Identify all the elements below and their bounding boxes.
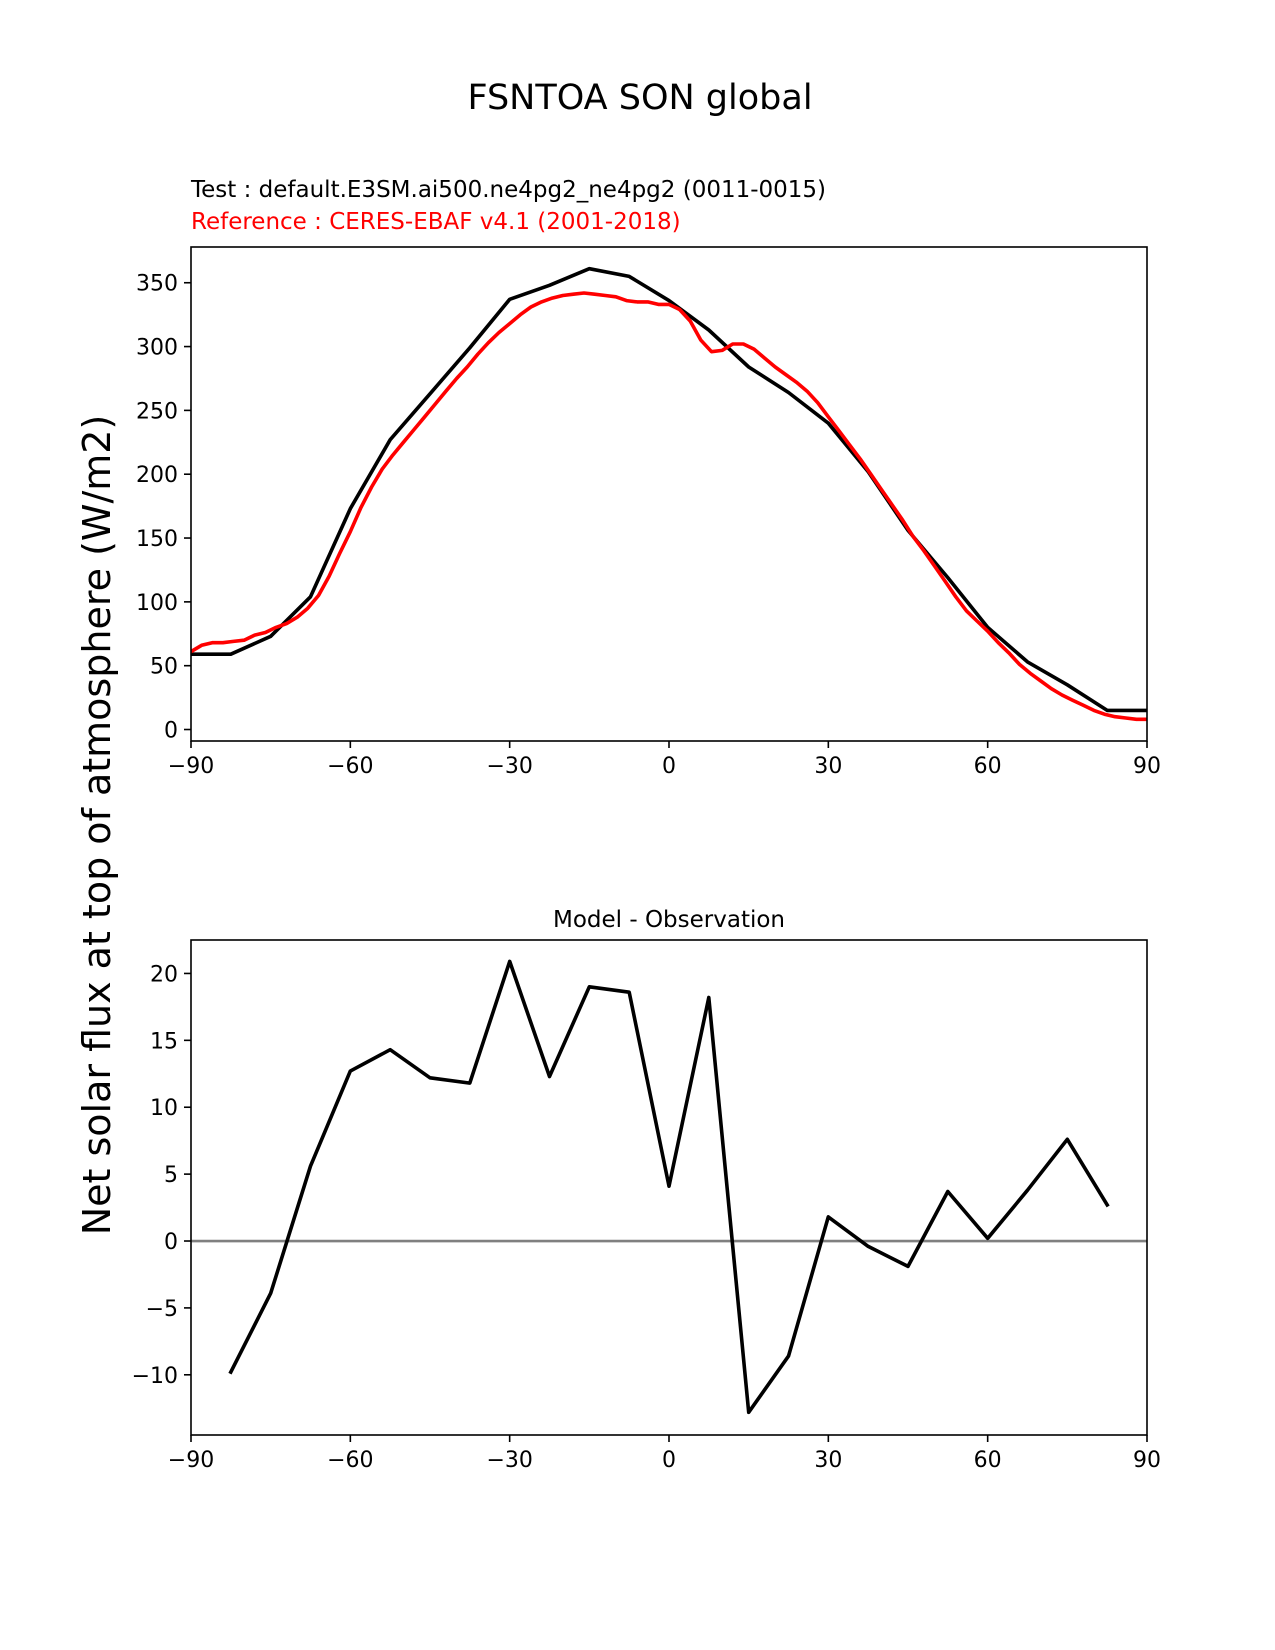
y-tick-label: 15	[150, 1029, 178, 1054]
series-line-2	[191, 291, 1147, 722]
x-tick-label: 0	[662, 754, 676, 779]
chart-annotation: Reference : CERES-EBAF v4.1 (2001-2018)	[191, 209, 681, 235]
y-tick-label: −10	[132, 1364, 178, 1389]
x-tick-label: 90	[1133, 754, 1161, 779]
y-tick-label: 100	[136, 591, 178, 616]
x-tick-label: −30	[486, 754, 532, 779]
chart-title: Model - Observation	[553, 907, 785, 933]
y-tick-label: 350	[136, 272, 178, 297]
plot-area	[191, 266, 1147, 722]
x-tick-label: −60	[327, 1448, 373, 1473]
x-tick-label: 30	[814, 1448, 842, 1473]
series-line-1	[228, 959, 1110, 1415]
x-tick-label: 0	[662, 1448, 676, 1473]
y-tick-label: 200	[136, 463, 178, 488]
y-tick-label: 0	[164, 719, 178, 744]
difference-line-chart: Model - Observation −90 −60 −30 0 30 60 90 −10 −5…	[132, 907, 1161, 1473]
y-tick-label: 20	[150, 962, 178, 987]
y-tick-label: 10	[150, 1096, 178, 1121]
x-tick-label: −90	[168, 754, 214, 779]
x-tick-label: 90	[1133, 1448, 1161, 1473]
x-tick-label: −30	[486, 1448, 532, 1473]
y-tick-label: 300	[136, 336, 178, 361]
y-tick-label: 5	[164, 1163, 178, 1188]
x-tick-label: −90	[168, 1448, 214, 1473]
y-tick-label: 0	[164, 1230, 178, 1255]
figure-y-axis-label: Net solar flux at top of atmosphere (W/m…	[75, 415, 119, 1236]
series-line-1	[191, 266, 1147, 713]
x-tick-label: 60	[974, 1448, 1002, 1473]
y-tick-label: 150	[136, 527, 178, 552]
x-tick-label: 60	[974, 754, 1002, 779]
plot-area	[191, 959, 1147, 1415]
y-tick-label: 250	[136, 399, 178, 424]
top-line-chart: Test : default.E3SM.ai500.ne4pg2_ne4pg2 …	[136, 177, 1161, 779]
figure-title: FSNTOA SON global	[467, 78, 812, 118]
y-tick-label: −5	[146, 1297, 178, 1322]
x-tick-label: −60	[327, 754, 373, 779]
chart-annotation: Test : default.E3SM.ai500.ne4pg2_ne4pg2 …	[190, 177, 826, 203]
axes-frame	[190, 246, 1148, 742]
x-tick-label: 30	[814, 754, 842, 779]
y-tick-label: 50	[150, 655, 178, 680]
